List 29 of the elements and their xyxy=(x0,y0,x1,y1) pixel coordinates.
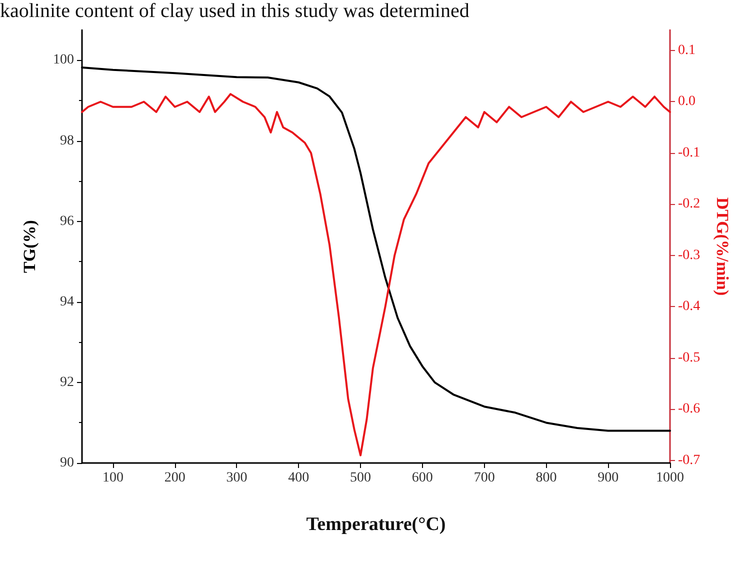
x-axis-title: Temperature(°C) xyxy=(306,514,446,535)
y-tick-label: 100 xyxy=(53,52,74,68)
x-tick-label: 100 xyxy=(102,470,124,486)
y-tick-label: 96 xyxy=(60,214,74,229)
x-tick-label: 800 xyxy=(536,470,557,486)
y-tick-label: 90 xyxy=(60,456,74,470)
x-tick-label: 900 xyxy=(598,470,619,486)
y2-tick-label: -0.5 xyxy=(678,350,700,366)
y-tick-label: 92 xyxy=(60,374,74,390)
text: kaolinite content of clay used in this study was determined xyxy=(0,0,470,22)
y-axis-title: TG(%) xyxy=(20,220,39,273)
x-tick-label: 500 xyxy=(350,470,372,486)
y2-tick-label: 0.1 xyxy=(678,42,696,58)
y2-tick-label: -0.6 xyxy=(678,402,700,417)
y2-tick-label: -0.1 xyxy=(678,145,700,160)
y2-tick-label: -0.7 xyxy=(678,452,700,468)
y2-axis-title: DTG(%/min) xyxy=(713,197,732,296)
y-tick-label: 98 xyxy=(60,133,74,148)
x-tick-label: 600 xyxy=(412,470,433,486)
x-tick-label: 700 xyxy=(474,470,495,486)
y2-tick-label: 0.0 xyxy=(678,94,696,110)
x-tick-label: 1000 xyxy=(656,470,684,486)
x-tick-label: 300 xyxy=(226,470,248,486)
y2-tick-label: -0.4 xyxy=(678,299,700,314)
y2-tick-label: -0.3 xyxy=(678,248,700,263)
x-tick-label: 200 xyxy=(164,470,186,486)
y-tick-label: 94 xyxy=(60,294,74,310)
x-tick-label: 400 xyxy=(288,470,310,486)
y2-tick-label: -0.2 xyxy=(678,196,700,212)
